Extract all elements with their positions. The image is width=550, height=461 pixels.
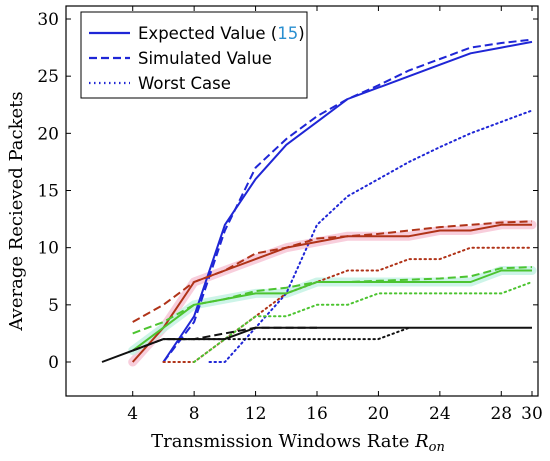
series-line-black-dashed xyxy=(132,326,317,352)
legend: Expected Value (15) Simulated Value Wors… xyxy=(80,11,308,99)
series-line-black-dotted xyxy=(162,326,411,341)
x-tick-label: 28 xyxy=(490,404,512,424)
plot-frame xyxy=(65,5,539,397)
series-line-blue-dotted xyxy=(208,109,533,363)
series-layer xyxy=(101,38,533,363)
series-line-green-dashed xyxy=(132,266,533,335)
x-tick-label: 30 xyxy=(521,404,543,424)
legend-label-simulated: Simulated Value xyxy=(138,49,272,68)
series-line-green-dotted xyxy=(193,281,533,363)
y-tick-label: 20 xyxy=(37,124,59,144)
y-axis-title: Average Recieved Packets xyxy=(6,91,27,331)
y-tick-label: 30 xyxy=(37,10,59,30)
x-tick-label: 24 xyxy=(429,404,451,424)
y-tick-label: 0 xyxy=(48,353,59,373)
legend-ref-link: 15 xyxy=(277,24,298,43)
y-tick-label: 15 xyxy=(37,182,59,202)
series-line-red-dashed xyxy=(132,220,533,323)
series-line-blue-solid xyxy=(162,40,533,363)
legend-label-expected: Expected Value (15) xyxy=(138,24,305,43)
x-tick-label: 4 xyxy=(127,404,138,424)
y-tick-label: 10 xyxy=(37,239,59,259)
tick-layer: 4 8 12 16 20 24 28 30 0 5 10 15 20 25 30 xyxy=(37,6,543,424)
legend-label-worst: Worst Case xyxy=(138,74,231,93)
x-tick-label: 16 xyxy=(306,404,328,424)
x-axis-title: Transmission Windows Rate Ron xyxy=(151,431,445,455)
x-tick-label: 8 xyxy=(189,404,200,424)
x-tick-label: 12 xyxy=(245,404,267,424)
legend-box xyxy=(80,11,308,99)
y-tick-label: 25 xyxy=(37,67,59,87)
y-tick-label: 5 xyxy=(48,296,59,316)
series-line-blue-dashed xyxy=(162,38,533,363)
x-tick-label: 20 xyxy=(368,404,390,424)
